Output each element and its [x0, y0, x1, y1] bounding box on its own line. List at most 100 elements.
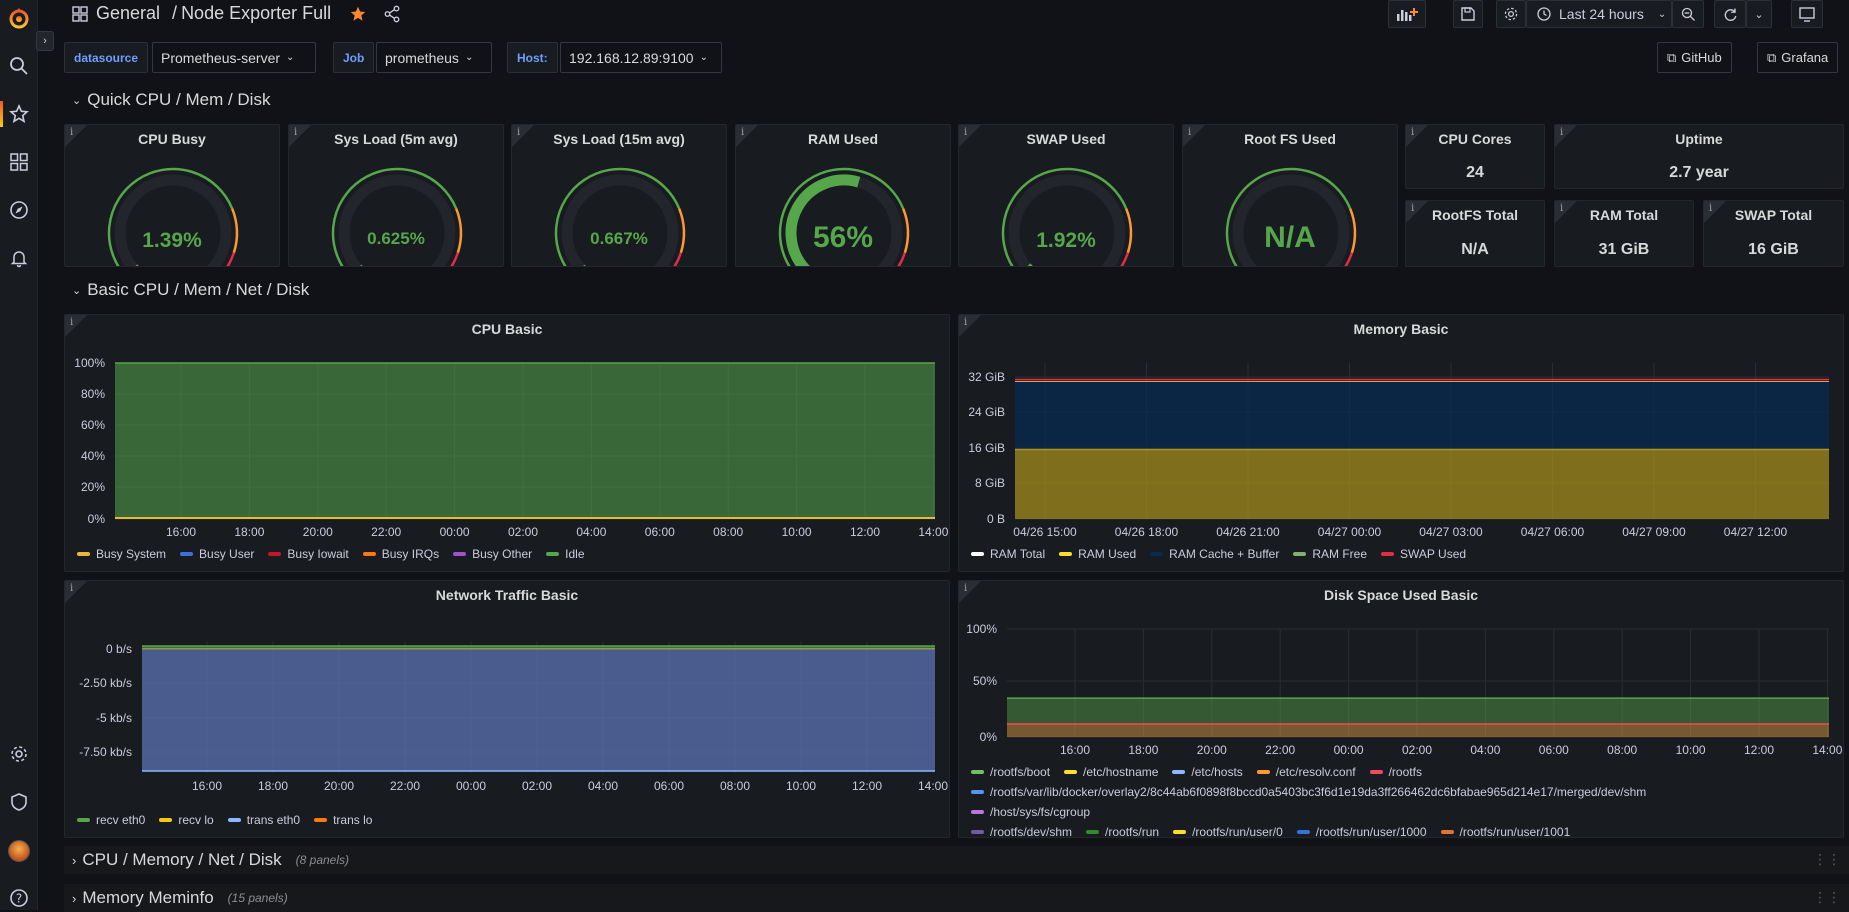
legend-item[interactable]: /rootfs/boot	[971, 765, 1050, 779]
zoom-out-button[interactable]	[1672, 0, 1704, 28]
breadcrumb: General / Node Exporter Full	[72, 3, 401, 24]
legend-item[interactable]: RAM Used	[1059, 547, 1136, 561]
legend-swatch	[1370, 770, 1383, 774]
legend-item[interactable]: /rootfs/run/user/0	[1173, 825, 1283, 838]
x-tick-label: 08:00	[709, 779, 761, 793]
x-tick-label: 16:00	[155, 525, 207, 539]
stat-panel-rootfs-total[interactable]: i RootFS Total N/A	[1405, 200, 1545, 267]
legend-item[interactable]: SWAP Used	[1381, 547, 1466, 561]
drag-handle-icon[interactable]: ⋮⋮	[1813, 889, 1841, 906]
add-panel-button[interactable]	[1388, 0, 1426, 28]
refresh-interval-dropdown[interactable]: ⌄	[1746, 0, 1772, 28]
chart-legend: Busy System Busy User Busy Iowait Busy IRQs…	[77, 547, 939, 561]
y-tick-label: 80%	[81, 387, 105, 401]
expand-nav-button[interactable]: ›	[36, 31, 54, 51]
time-range-picker[interactable]: Last 24 hours ⌄	[1526, 0, 1672, 28]
legend-item[interactable]: /rootfs	[1370, 765, 1422, 779]
row-cpu-memory-net-disk[interactable]: › CPU / Memory / Net / Disk (8 panels)	[72, 850, 349, 870]
share-icon[interactable]	[383, 5, 401, 23]
explore-compass-icon[interactable]	[9, 200, 29, 220]
legend-item[interactable]: /etc/hosts	[1172, 765, 1242, 779]
legend-item[interactable]: /rootfs/run/user/1000	[1297, 825, 1427, 838]
x-tick-label: 18:00	[223, 525, 275, 539]
legend-item[interactable]: /rootfs/dev/shm	[971, 825, 1072, 838]
grafana-link[interactable]: ⧉ Grafana	[1757, 42, 1838, 73]
dashboard-settings-button[interactable]	[1496, 0, 1526, 28]
var-select-host[interactable]: 192.168.12.89:9100 ⌄	[560, 42, 722, 73]
github-link[interactable]: ⧉ GitHub	[1657, 42, 1732, 73]
dashboard-title[interactable]: Node Exporter Full	[181, 3, 331, 24]
favorite-star-icon[interactable]	[349, 5, 367, 23]
grafana-logo-icon[interactable]	[7, 6, 31, 30]
search-icon[interactable]	[9, 56, 29, 76]
panel-network-traffic-basic[interactable]: i Network Traffic Basic 0 b/s-2.50 kb/s-…	[64, 580, 950, 838]
legend-label: /rootfs/boot	[990, 765, 1050, 779]
legend-item[interactable]: recv eth0	[77, 813, 145, 827]
row-memory-meminfo[interactable]: › Memory Meminfo (15 panels)	[72, 888, 288, 908]
help-icon[interactable]: ?	[9, 888, 29, 908]
var-select-job[interactable]: prometheus ⌄	[376, 42, 492, 73]
legend-item[interactable]: recv lo	[159, 813, 213, 827]
y-tick-label: -5 kb/s	[96, 711, 132, 725]
legend-item[interactable]: /rootfs/var/lib/docker/overlay2/8c44ab6f…	[971, 785, 1833, 799]
legend-item[interactable]: /rootfs/run	[1086, 825, 1159, 838]
drag-handle-icon[interactable]: ⋮⋮	[1813, 851, 1841, 868]
legend-item[interactable]: trans lo	[314, 813, 372, 827]
save-dashboard-button[interactable]	[1453, 0, 1483, 28]
legend-item[interactable]: Busy User	[180, 547, 254, 561]
x-tick-label: 14:00	[907, 779, 950, 793]
y-tick-label: 0%	[88, 512, 105, 526]
var-value-job: prometheus	[385, 50, 459, 66]
legend-item[interactable]: Busy Iowait	[268, 547, 348, 561]
legend-swatch	[971, 790, 984, 794]
var-select-datasource[interactable]: Prometheus-server ⌄	[152, 42, 316, 73]
legend-item[interactable]: /rootfs/run/user/1001	[1441, 825, 1571, 838]
legend-swatch	[314, 818, 327, 822]
chevron-down-icon: ⌄	[286, 52, 294, 63]
stat-panel-swap-total[interactable]: i SWAP Total 16 GiB	[1703, 200, 1844, 267]
legend-item[interactable]: Busy IRQs	[363, 547, 439, 561]
alerting-bell-icon[interactable]	[9, 248, 29, 268]
legend-item[interactable]: /etc/resolv.conf	[1257, 765, 1356, 779]
legend-item[interactable]: /etc/hostname	[1064, 765, 1158, 779]
row-basic-cpu-mem-net-disk[interactable]: ⌄ Basic CPU / Mem / Net / Disk	[72, 280, 309, 300]
legend-item[interactable]: Busy System	[77, 547, 166, 561]
x-tick-label: 00:00	[1323, 743, 1375, 757]
legend-label: /rootfs/run/user/0	[1192, 825, 1283, 838]
legend-item[interactable]: RAM Free	[1293, 547, 1367, 561]
dashboards-icon[interactable]	[9, 152, 29, 172]
legend-item[interactable]: RAM Cache + Buffer	[1150, 547, 1279, 561]
admin-shield-icon[interactable]	[9, 792, 29, 812]
legend-item[interactable]: trans eth0	[228, 813, 300, 827]
refresh-button[interactable]	[1714, 0, 1746, 28]
row-quick-cpu-mem-disk[interactable]: ⌄ Quick CPU / Mem / Disk	[72, 90, 270, 110]
legend-label: /rootfs/run	[1105, 825, 1159, 838]
stat-panel-uptime[interactable]: i Uptime 2.7 year	[1554, 124, 1844, 189]
legend-item[interactable]: RAM Total	[971, 547, 1045, 561]
legend-swatch	[180, 552, 193, 556]
legend-label: /host/sys/fs/cgroup	[990, 805, 1090, 819]
view-mode-button[interactable]	[1791, 0, 1823, 28]
series-busy-system-area	[115, 517, 935, 519]
stat-panel-cpu-cores[interactable]: i CPU Cores 24	[1405, 124, 1545, 189]
series-rootfs-boot-area	[1007, 698, 1829, 724]
user-avatar[interactable]	[8, 840, 30, 862]
clock-icon	[1537, 7, 1551, 21]
breadcrumb-folder[interactable]: General	[96, 3, 160, 24]
legend-item[interactable]: Idle	[546, 547, 584, 561]
star-icon[interactable]	[9, 104, 29, 124]
legend-item[interactable]: /host/sys/fs/cgroup	[971, 805, 1833, 819]
stat-panel-ram-total[interactable]: i RAM Total 31 GiB	[1554, 200, 1694, 267]
settings-gear-icon[interactable]	[9, 744, 29, 764]
x-tick-label: 04/27 00:00	[1304, 525, 1396, 539]
legend-item[interactable]: Busy Other	[453, 547, 532, 561]
